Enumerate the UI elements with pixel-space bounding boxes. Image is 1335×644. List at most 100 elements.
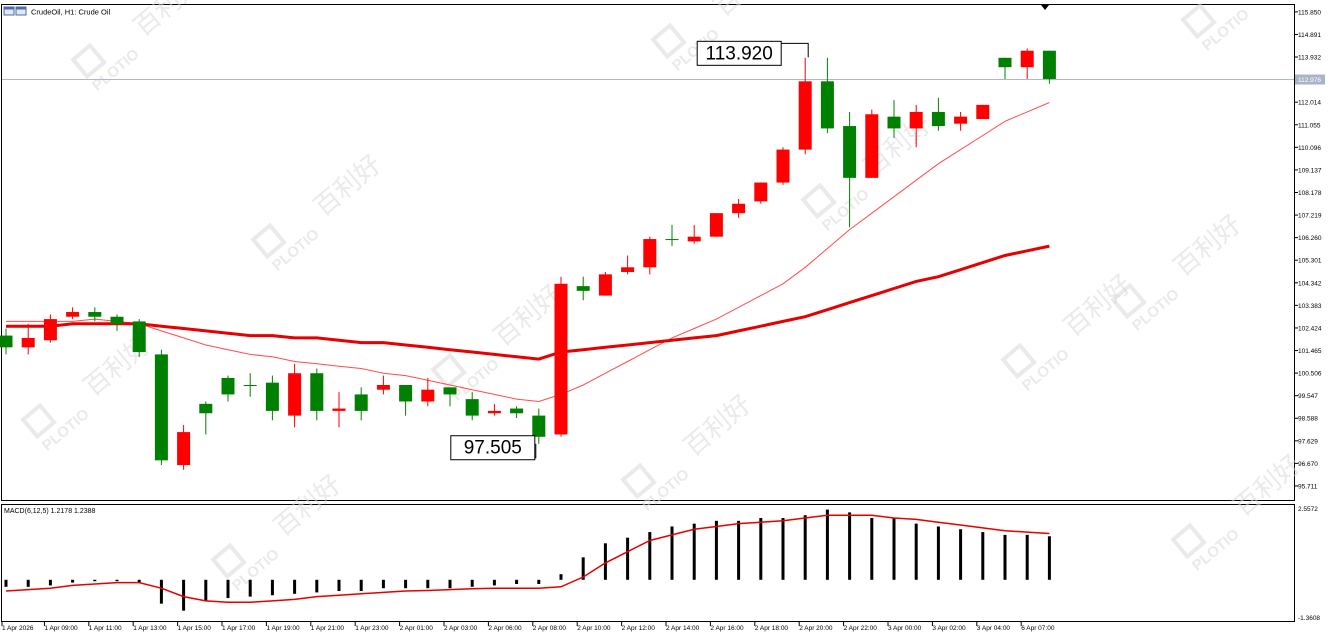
time-tick-label: 1 Apr 21:00 (311, 625, 345, 632)
time-tick-label: 1 Apr 23:00 (355, 625, 389, 632)
symbol-title: CrudeOil, H1: Crude Oil (31, 8, 111, 17)
time-tick-label: 6 Apr 07:00 (1021, 625, 1055, 632)
candle-body (132, 321, 146, 353)
candle (177, 425, 191, 470)
time-axis[interactable]: 1 Apr 2026 1 Apr 09:00 1 Apr 11:00 1 Apr 13… (1, 622, 1055, 632)
candle-body (376, 385, 390, 390)
current-price-label: 112.976 (1298, 77, 1321, 84)
moving-average-layer (6, 102, 1050, 403)
macd-histogram-bar (492, 579, 496, 586)
candle (976, 104, 990, 119)
price-tick-label: 103.383 (1298, 303, 1322, 310)
candle-body (576, 286, 590, 291)
price-tick-label: 106.260 (1298, 235, 1322, 242)
candle (643, 236, 657, 275)
macd-histogram-bar (670, 526, 674, 580)
macd-histogram-bar (848, 512, 852, 580)
candle-body (310, 373, 324, 411)
macd-histogram-bar (648, 532, 652, 580)
macd-histogram-bar (537, 579, 541, 585)
candle (554, 276, 568, 437)
candle (1042, 50, 1056, 84)
candle (354, 387, 368, 421)
annotation-label: 113.920 (706, 43, 773, 64)
candle (1020, 48, 1034, 79)
macd-signal-line (5, 514, 1050, 604)
candle (421, 377, 435, 407)
candle (798, 57, 812, 155)
candle-body (0, 335, 13, 348)
chart-window-icon[interactable] (3, 6, 27, 16)
macd-indicator (4, 509, 1051, 611)
candle (776, 147, 790, 185)
macd-scale-bottom: -1.3608 (1298, 615, 1320, 622)
macd-histogram-bar (737, 520, 741, 580)
time-tick-label: 1 Apr 11:00 (89, 625, 122, 632)
price-tick-label: 109.137 (1298, 167, 1322, 174)
price-annotation: 113.920 (696, 40, 809, 66)
time-tick-label: 1 Apr 17:00 (222, 625, 256, 632)
macd-histogram-bar (293, 579, 297, 594)
macd-histogram-bar (71, 579, 75, 583)
candle-body (110, 316, 124, 324)
candle-body (154, 354, 168, 461)
candle-body (66, 312, 80, 317)
macd-histogram-bar (759, 518, 763, 580)
candle (487, 403, 501, 416)
watermark-logo-icon (650, 22, 687, 60)
time-tick-label: 2 Apr 20:00 (799, 625, 833, 632)
macd-histogram-bar (559, 574, 563, 580)
macd-histogram-bar (959, 529, 963, 580)
price-tick-label: 108.178 (1298, 190, 1322, 197)
candle (754, 182, 768, 204)
candle-body (43, 319, 57, 341)
price-tick-label: 97.629 (1298, 438, 1318, 445)
time-tick-label: 1 Apr 13:00 (133, 625, 167, 632)
price-tick-label: 113.932 (1298, 55, 1321, 62)
candle (132, 319, 146, 357)
candle (66, 307, 80, 320)
candle-body (598, 274, 612, 296)
price-axis[interactable]: 115.850 114.891 113.932 112.976 112.014 111.0… (1294, 9, 1325, 490)
macd-histogram-bar (93, 579, 97, 582)
candle (665, 224, 679, 247)
candle (21, 323, 35, 355)
candle-body (976, 104, 990, 119)
macd-histogram-bar (603, 543, 607, 580)
macd-histogram-bar (692, 523, 696, 580)
candle (687, 224, 701, 244)
candle (110, 314, 124, 331)
price-annotations: 113.920 97.505 (450, 40, 809, 461)
annotation-leader (781, 42, 809, 58)
chart-header: CrudeOil, H1: Crude Oil (3, 6, 111, 17)
candlestick-series (0, 48, 1056, 470)
price-tick-label: 96.670 (1298, 461, 1318, 468)
candle (843, 111, 857, 228)
time-tick-label: 2 Apr 14:00 (666, 625, 700, 632)
candle (820, 57, 834, 134)
macd-histogram-bar (337, 579, 341, 592)
time-tick-label: 3 Apr 02:00 (932, 625, 966, 632)
time-tick-label: 2 Apr 16:00 (710, 625, 744, 632)
candle-body (754, 182, 768, 202)
candle-body (221, 377, 235, 395)
price-tick-label: 99.547 (1298, 393, 1318, 400)
candle-body (909, 111, 923, 129)
annotation-label: 97.505 (464, 438, 522, 459)
candle (199, 401, 213, 435)
price-tick-label: 101.465 (1298, 348, 1322, 355)
price-tick-label: 105.301 (1298, 258, 1322, 265)
macd-histogram-bar (204, 579, 208, 601)
watermark-logo-icon (20, 402, 57, 440)
watermark-logo-icon (1000, 342, 1037, 380)
candle (443, 387, 457, 407)
candle-body (820, 81, 834, 129)
time-tick-label: 2 Apr 08:00 (533, 625, 567, 632)
price-tick-label: 95.711 (1298, 483, 1318, 490)
macd-label: MACD(6,12,5) 1.2178 1.2388 (4, 508, 96, 515)
macd-histogram-bar (248, 579, 252, 597)
scroll-marker-icon (1041, 5, 1049, 10)
watermark-logo-icon (210, 542, 247, 580)
